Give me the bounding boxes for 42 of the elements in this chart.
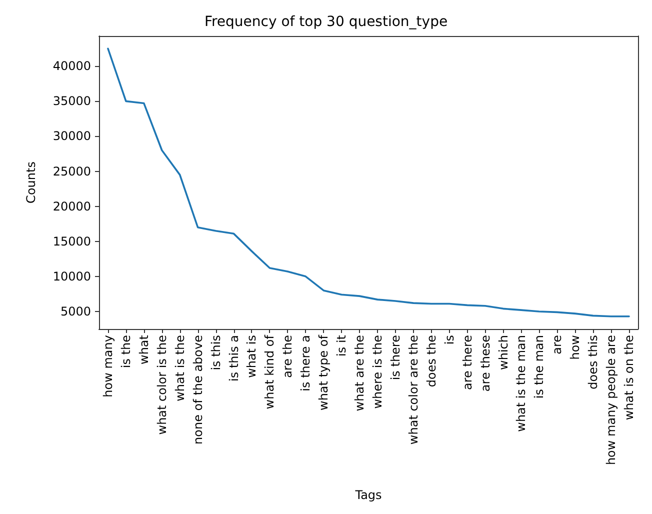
x-tick-label: what color is the: [154, 335, 169, 435]
y-axis-title: Counts: [24, 162, 38, 204]
y-tick-label: 40000: [52, 59, 91, 74]
y-tick-label: 15000: [52, 234, 91, 248]
x-tick-label: what: [136, 334, 151, 364]
x-axis-title: Tags: [354, 488, 382, 502]
x-tick-label: what is: [244, 335, 259, 378]
x-tick-label: does this: [586, 335, 600, 390]
x-tick-label: how many: [100, 335, 115, 398]
x-tick-label: does the: [424, 335, 438, 388]
x-tick-label: none of the above: [190, 335, 205, 444]
x-tick-label: where is the: [370, 335, 384, 409]
x-tick-label: is the man: [532, 335, 546, 399]
x-tick-label: how: [568, 334, 582, 360]
x-tick-label: are the: [280, 335, 295, 378]
x-tick-label: are: [550, 335, 564, 354]
y-tick-label: 10000: [52, 269, 91, 284]
y-tick-label: 5000: [60, 304, 91, 318]
x-tick-label: is it: [334, 334, 349, 356]
x-tick-label: is the: [118, 335, 133, 368]
x-tick-label: is there a: [298, 335, 313, 392]
x-tick-label: how many people are: [604, 335, 618, 466]
x-tick-label: is this a: [226, 335, 241, 382]
x-tick-label: what is the: [172, 335, 187, 402]
x-tick-label: what color are the: [406, 335, 420, 445]
x-tick-label: is: [442, 335, 456, 345]
line-series: [107, 48, 630, 318]
y-tick-label: 30000: [52, 129, 91, 144]
y-tick-label: 35000: [52, 94, 91, 108]
x-tick-label: what is the man: [514, 335, 528, 432]
x-tick-label: what is on the: [622, 335, 636, 420]
y-tick-label: 25000: [52, 164, 91, 178]
x-tick-label: which: [496, 335, 510, 370]
chart-title: Frequency of top 30 question_type: [204, 14, 448, 30]
x-tick-label: what kind of: [262, 334, 277, 410]
x-tick-label: what are the: [352, 335, 367, 412]
x-tick-label: is this: [208, 335, 223, 370]
y-tick-label: 20000: [52, 199, 91, 214]
x-tick-label: what type of: [316, 334, 331, 410]
x-tick-label: are these: [478, 335, 492, 392]
x-tick-label: are there: [460, 335, 474, 390]
x-tick-label: is there: [388, 335, 402, 380]
